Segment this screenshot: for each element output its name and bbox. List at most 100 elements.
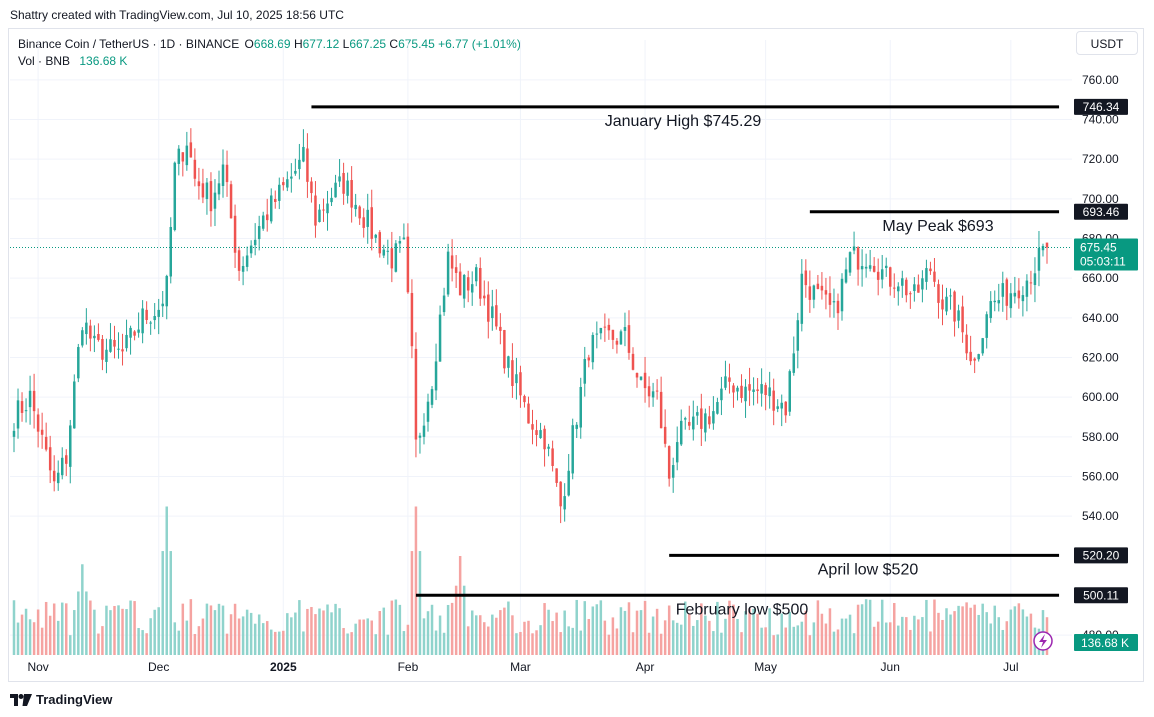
candle-body [378, 232, 382, 254]
volume-bar [386, 634, 390, 655]
candle-body [318, 209, 321, 222]
candle-body [334, 182, 337, 198]
candle-body [555, 468, 558, 483]
volume-bar [808, 635, 812, 655]
volume-bar [261, 623, 265, 655]
volume-bar [523, 621, 526, 655]
volume-bar [487, 626, 490, 655]
close-label: C [389, 37, 399, 51]
symbol-label[interactable]: Binance Coin / TetherUS · 1D · BINANCE [18, 37, 240, 51]
candle-body [221, 164, 225, 187]
candle-body [282, 182, 285, 186]
volume-bar [539, 625, 542, 655]
volume-bar [888, 622, 892, 655]
candle-body [720, 388, 723, 401]
annotation-label: May Peak $693 [882, 218, 993, 235]
candle-body [205, 182, 209, 200]
candle-body [109, 339, 112, 352]
footer-brand: TradingView [10, 692, 112, 707]
volume-bar [229, 614, 233, 655]
volume-bar [957, 605, 960, 655]
volume-bar [997, 617, 1001, 655]
candle-body [366, 209, 369, 227]
volume-bar [117, 605, 120, 655]
volume-bar [410, 551, 414, 655]
high-label: H [293, 37, 303, 51]
volume-bar [708, 620, 711, 655]
volume-bar [390, 600, 394, 655]
candle-body [780, 402, 783, 409]
volume-bar [856, 604, 860, 655]
candle-body [985, 314, 988, 338]
volume-bar [941, 619, 944, 655]
volume-bar [720, 632, 723, 655]
candle-body [422, 425, 426, 437]
candle-body [249, 245, 253, 254]
candle-body [141, 308, 144, 334]
volume-bar [977, 614, 980, 655]
volume-bar [422, 618, 426, 655]
candle-body [28, 390, 32, 408]
candle-body [993, 300, 996, 303]
candle-body [306, 148, 309, 182]
candle-body [499, 326, 502, 331]
candle-body [125, 334, 128, 349]
tradingview-logo-icon [10, 693, 32, 706]
volume-bar [165, 506, 168, 655]
candle-body [60, 457, 64, 476]
volume-bar [840, 618, 844, 655]
volume-bar [346, 633, 349, 655]
candle-body [824, 290, 828, 295]
chart-legend: Binance Coin / TetherUS · 1D · BINANCE O… [18, 36, 521, 70]
candle-body [177, 148, 181, 164]
candle-body [603, 326, 607, 328]
volume-tag [1074, 634, 1138, 651]
volume-bar [925, 599, 928, 655]
candle-body [579, 386, 582, 428]
volume-bar [438, 615, 442, 655]
volume-bar [599, 600, 603, 655]
volume-bar [24, 608, 28, 655]
volume-bar [237, 618, 241, 655]
candle-body [434, 361, 438, 391]
close-value: 675.45 [398, 37, 435, 51]
volume-bar [603, 620, 607, 655]
candle-body [410, 293, 414, 347]
candle-body [623, 327, 627, 331]
candle-body [406, 236, 410, 293]
volume-bar [454, 585, 458, 655]
currency-button[interactable]: USDT [1076, 31, 1138, 55]
volume-bar [884, 622, 888, 655]
volume-bar [470, 610, 474, 655]
y-tick-label: 620.00 [1082, 351, 1119, 365]
open-value: 668.69 [253, 37, 291, 51]
candle-body [852, 246, 856, 251]
y-tick-label: 760.00 [1082, 73, 1119, 87]
volume-bar [105, 605, 108, 655]
candle-body [868, 265, 872, 269]
candle-body [44, 436, 48, 450]
annotation-price-tag [1074, 203, 1128, 220]
volume-bar [233, 603, 237, 655]
volume-bar [318, 608, 321, 655]
volume-bar [752, 608, 755, 655]
volume-bar [330, 612, 333, 655]
volume-bar [374, 634, 377, 655]
candle-body [929, 268, 932, 272]
candle-body [302, 146, 305, 162]
candle-body [559, 481, 562, 507]
candle-body [390, 248, 394, 269]
volume-bar [499, 610, 502, 655]
ohlc-row: Binance Coin / TetherUS · 1D · BINANCE O… [18, 36, 521, 53]
volume-bar [173, 622, 177, 655]
volume-bar [692, 625, 695, 655]
candle-body [129, 327, 132, 338]
volume-bar [20, 614, 24, 655]
candle-body [587, 357, 591, 361]
candle-body [523, 396, 526, 403]
y-tick-label: 600.00 [1082, 390, 1119, 404]
candle-body [792, 353, 796, 373]
volume-bar [85, 591, 88, 655]
candle-body [913, 284, 916, 292]
